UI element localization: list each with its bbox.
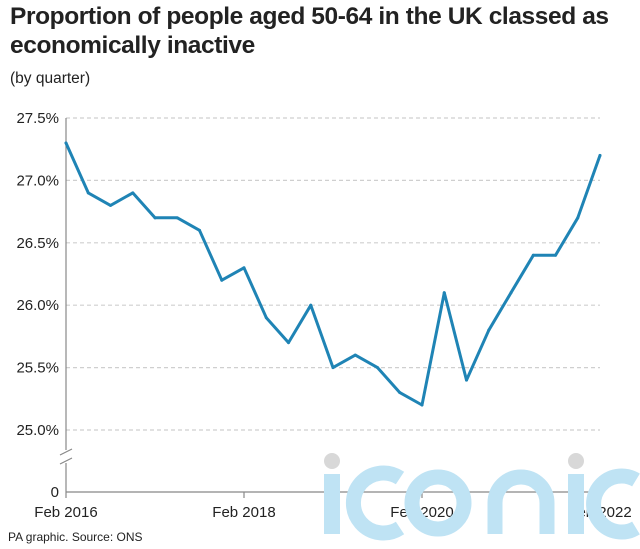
data-point <box>465 378 468 382</box>
y-tick-label: 26.5% <box>16 235 59 252</box>
y-tick-label: 25.0% <box>16 422 59 439</box>
data-point <box>264 316 268 320</box>
data-point <box>131 191 135 195</box>
watermark-stroke <box>586 468 640 540</box>
source-note: PA graphic. Source: ONS <box>8 530 143 544</box>
data-point <box>242 266 246 270</box>
watermark-stroke <box>404 469 472 537</box>
watermark-dot <box>568 453 584 469</box>
data-point <box>109 203 112 207</box>
y-tick-label: 25.5% <box>16 360 59 377</box>
y-tick-label: 26.0% <box>16 297 59 314</box>
chart-title: Proportion of people aged 50-64 in the U… <box>10 3 609 59</box>
data-point <box>598 153 602 157</box>
watermark-stroke <box>487 469 555 534</box>
chart-subtitle: (by quarter) <box>10 70 91 87</box>
data-point <box>576 216 580 220</box>
data-point <box>86 191 90 195</box>
iconic-watermark <box>324 453 640 541</box>
gridlines <box>66 117 600 493</box>
data-point <box>353 353 357 357</box>
y-tick-label: 27.0% <box>16 172 59 189</box>
axis-break-marker <box>59 448 73 465</box>
x-tick-label: Feb 2016 <box>34 504 97 521</box>
data-point <box>64 141 68 145</box>
data-point <box>287 341 290 345</box>
data-point <box>309 303 313 307</box>
data-point <box>487 328 491 332</box>
watermark-stroke <box>345 465 405 541</box>
data-point <box>331 366 335 370</box>
series-line <box>64 141 602 407</box>
data-point <box>220 278 224 282</box>
data-point <box>175 216 179 220</box>
y-tick-label: 0 <box>51 484 59 501</box>
watermark-dot <box>324 453 340 469</box>
data-point <box>420 403 424 407</box>
data-point <box>509 291 513 295</box>
data-point <box>398 391 402 395</box>
y-tick-label: 27.5% <box>16 110 59 127</box>
data-point <box>531 253 535 257</box>
series <box>64 141 602 407</box>
watermark-stroke <box>324 474 340 534</box>
data-point <box>554 253 557 257</box>
data-point <box>198 228 201 232</box>
data-point <box>442 291 446 295</box>
x-tick-label: Feb 2018 <box>212 504 275 521</box>
data-point <box>153 216 157 220</box>
y-axis: 27.5% 27.0% 26.5% 26.0% 25.5% 25.0% 0 <box>16 110 73 501</box>
data-point <box>376 366 379 370</box>
watermark-stroke <box>568 474 584 534</box>
